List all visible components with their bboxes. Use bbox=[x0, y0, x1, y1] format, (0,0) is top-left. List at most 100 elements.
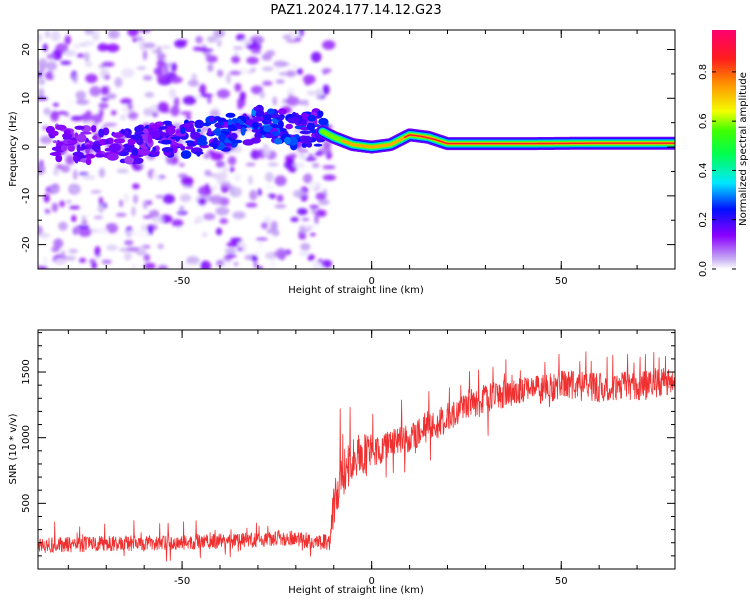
spectrogram-noise-blob bbox=[217, 39, 222, 48]
spectrogram-noise-blob bbox=[281, 62, 290, 66]
spectrogram-ridge-blob bbox=[147, 134, 153, 144]
colorbar-tick-label: 0.0 bbox=[698, 261, 709, 277]
spectrogram-noise-blob bbox=[151, 49, 163, 54]
spectrogram-noise-blob bbox=[38, 71, 43, 79]
spectrogram-noise-blob bbox=[135, 231, 150, 239]
spectrogram-noise-blob bbox=[131, 206, 136, 217]
spectrogram-y-tick-label: 0 bbox=[21, 144, 32, 150]
spectrogram-noise-blob bbox=[238, 68, 251, 74]
spectrogram-noise-blob bbox=[43, 256, 48, 265]
spectrogram-noise-blob bbox=[143, 253, 151, 262]
colorbar-tick-label: 0.6 bbox=[698, 113, 709, 129]
snr-series-line bbox=[38, 351, 675, 562]
spectrogram-noise-blob bbox=[298, 30, 304, 37]
spectrogram-noise-blob bbox=[46, 53, 55, 60]
spectrogram-noise-blob bbox=[71, 214, 77, 223]
spectrogram-ridge-blob bbox=[131, 134, 143, 140]
spectrogram-ridge-blob bbox=[267, 108, 275, 115]
spectrogram-noise-blob bbox=[123, 192, 129, 204]
spectrogram-ridge-blob bbox=[124, 155, 135, 165]
spectrogram-noise-blob bbox=[298, 236, 307, 240]
spectrogram-noise-blob bbox=[51, 49, 63, 61]
spectrogram-noise-blob bbox=[59, 200, 66, 208]
spectrogram-noise-blob bbox=[270, 220, 278, 231]
spectrogram-plot-area bbox=[38, 30, 675, 269]
spectrogram-noise-blob bbox=[38, 33, 42, 42]
spectrogram-noise-blob bbox=[60, 164, 71, 173]
spectrogram-noise-blob bbox=[232, 46, 244, 50]
colorbar-label: Normalized spectral amplitude bbox=[738, 72, 749, 226]
spectrogram-ridge-blob bbox=[106, 152, 119, 161]
snr-x-tick-label: 0 bbox=[368, 576, 374, 587]
spectrogram-noise-blob bbox=[73, 74, 78, 84]
spectrogram-noise-blob bbox=[297, 149, 309, 153]
spectrogram-y-tick-label: -20 bbox=[21, 236, 32, 252]
spectrogram-ridge-blob bbox=[172, 145, 178, 154]
spectrogram-noise-blob bbox=[249, 189, 258, 201]
spectrogram-noise-blob bbox=[91, 262, 97, 269]
spectrogram-noise-blob bbox=[120, 114, 127, 121]
spectrogram-ridge-blob bbox=[194, 119, 204, 129]
spectrogram-noise-blob bbox=[250, 149, 261, 160]
spectrogram-noise-blob bbox=[85, 73, 98, 84]
spectrogram-noise-blob bbox=[301, 217, 310, 221]
spectrogram-noise-blob bbox=[110, 110, 117, 116]
snr-axis-ticks: -50 0 50 500 1000 1500 bbox=[21, 330, 676, 587]
spectrogram-noise-blob bbox=[50, 30, 61, 42]
spectrogram-ridge-blob bbox=[98, 128, 105, 138]
spectrogram-ridge-blob bbox=[218, 132, 226, 142]
spectrogram-noise-blob bbox=[98, 102, 109, 109]
spectrogram-noise-blob bbox=[100, 85, 109, 96]
spectrogram-noise-blob bbox=[210, 151, 224, 161]
spectrogram-ridge-blob bbox=[230, 132, 238, 140]
spectrogram-noise-blob bbox=[179, 193, 192, 203]
spectrogram-noise-blob bbox=[293, 162, 306, 168]
spectrogram-noise-blob bbox=[225, 254, 237, 258]
spectrogram-noise-blob bbox=[306, 90, 317, 96]
spectrogram-noise-blob bbox=[95, 228, 109, 234]
spectrogram-noise-blob bbox=[126, 230, 139, 236]
spectrogram-ridge-blob bbox=[63, 129, 71, 136]
snr-y-tick-label: 1000 bbox=[21, 425, 32, 450]
spectrogram-noise-blob bbox=[296, 68, 303, 75]
spectrogram-noise-blob bbox=[300, 242, 311, 251]
spectrogram-noise-blob bbox=[85, 61, 93, 68]
spectrogram-noise-blob bbox=[322, 140, 332, 150]
spectrogram-ridge-blob bbox=[127, 138, 136, 146]
spectrogram-noise-blob bbox=[42, 43, 48, 52]
spectrogram-noise-blob bbox=[292, 189, 306, 198]
spectrogram-noise-blob bbox=[290, 217, 299, 223]
spectrogram-noise-blob bbox=[322, 165, 336, 170]
spectrogram-ridge-blob bbox=[251, 122, 259, 130]
spectrogram-noise-blob bbox=[309, 232, 316, 237]
spectrogram-noise-blob bbox=[298, 252, 309, 256]
spectrogram-noise-blob bbox=[322, 174, 337, 181]
colorbar-gradient bbox=[712, 30, 736, 269]
spectrogram-noise-blob bbox=[203, 213, 216, 221]
spectrogram-noise-blob bbox=[191, 73, 197, 82]
spectrogram-ridge-blob bbox=[231, 117, 238, 124]
spectrogram-noise-blob bbox=[38, 164, 46, 175]
spectrogram-ridge-blob bbox=[251, 128, 261, 133]
spectrogram-noise-blob bbox=[297, 166, 307, 174]
spectrogram-noise-blob bbox=[114, 77, 123, 88]
spectrogram-noise-blob bbox=[103, 122, 118, 127]
spectrogram-noise-blob bbox=[171, 219, 184, 227]
spectrogram-noise-blob bbox=[106, 244, 118, 251]
spectrogram-noise-blob bbox=[97, 43, 109, 52]
spectrogram-noise-blob bbox=[140, 223, 147, 232]
spectrogram-ridge-blob bbox=[306, 122, 316, 131]
spectrogram-noise-blob bbox=[73, 169, 78, 180]
spectrogram-noise-blob bbox=[38, 88, 45, 99]
spectrogram-noise-blob bbox=[157, 243, 164, 250]
spectrogram-noise-blob bbox=[49, 187, 60, 192]
spectrogram-noise-blob bbox=[282, 34, 292, 40]
spectrogram-noise-blob bbox=[70, 185, 80, 194]
spectrogram-noise-blob bbox=[101, 259, 112, 265]
spectrogram-noise-blob bbox=[120, 98, 133, 105]
spectrogram-ridge-blob bbox=[207, 127, 212, 136]
spectrogram-noise-blob bbox=[251, 254, 258, 262]
spectrogram-noise-blob bbox=[299, 151, 306, 160]
colorbar-tick-label: 0.8 bbox=[698, 64, 709, 80]
spectrogram-noise-blob bbox=[95, 30, 100, 39]
